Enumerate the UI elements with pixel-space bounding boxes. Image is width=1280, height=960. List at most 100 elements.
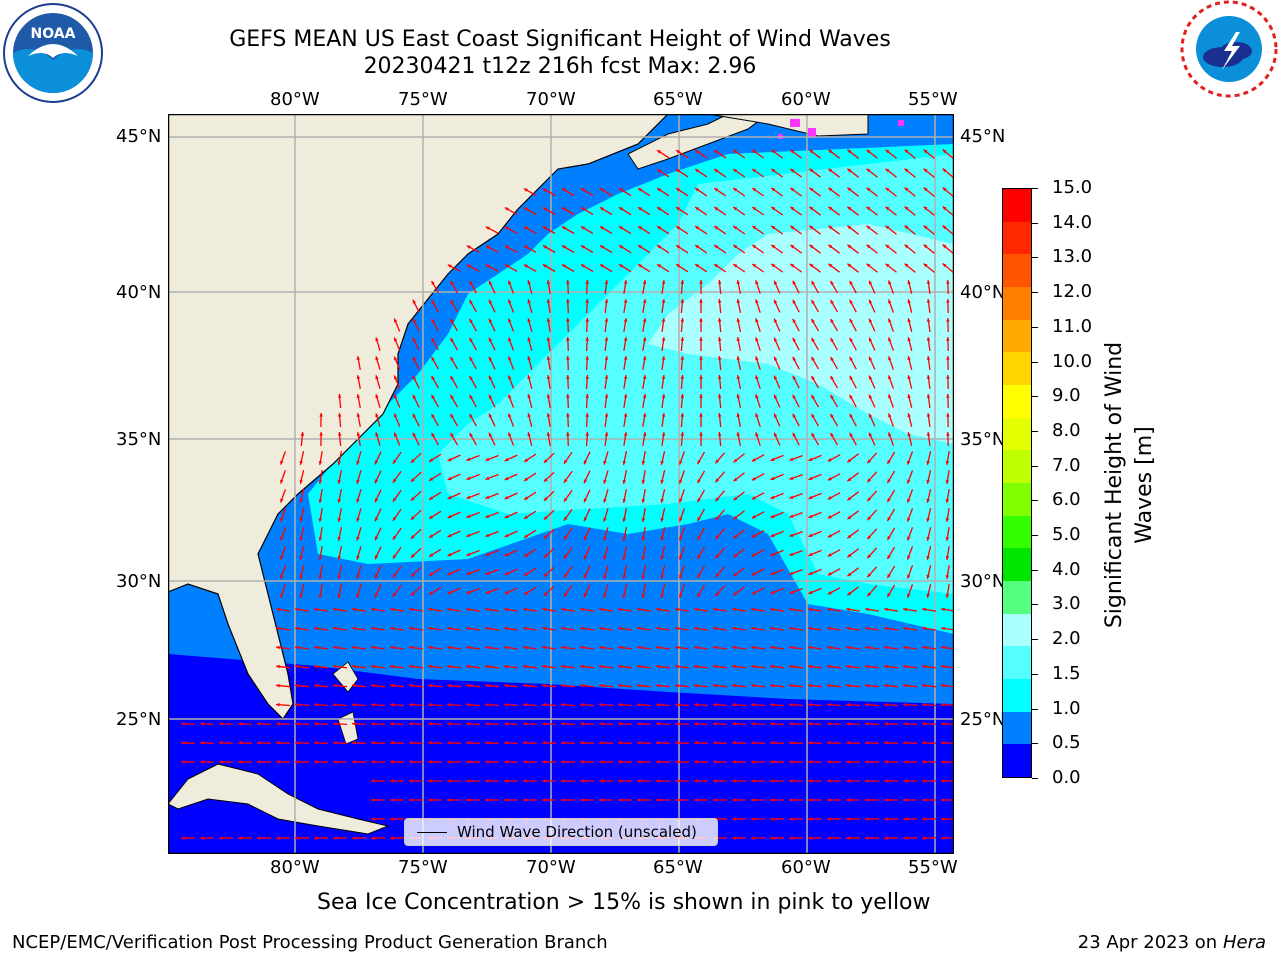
wave-arrowhead [352, 626, 356, 631]
wave-arrowhead [447, 741, 451, 745]
wave-arrowhead [808, 779, 812, 783]
wave-arrowhead [580, 645, 584, 650]
wave-arrowhead [431, 299, 435, 304]
wave-arrowhead [887, 498, 891, 502]
wave-arrowhead [755, 318, 759, 323]
wave-arrowhead [469, 394, 473, 399]
wave-arrowhead [755, 432, 759, 437]
wave-arrowhead [542, 245, 547, 249]
wave-arrowhead [887, 536, 891, 540]
wave-arrowhead [200, 760, 204, 764]
wave-arrowhead [523, 188, 528, 192]
wave-arrowhead [390, 645, 394, 650]
wave-arrowhead [585, 337, 589, 341]
wave-arrowhead [751, 722, 755, 726]
wave-arrowhead [888, 375, 892, 380]
lon-label-top: 75°W [398, 89, 448, 110]
wave-arrowhead [945, 499, 950, 503]
wave-arrowhead [412, 356, 417, 361]
wave-arrowhead [946, 432, 950, 436]
wave-arrowhead [907, 555, 911, 560]
wave-arrowhead [697, 460, 701, 465]
wave-arrowhead [469, 337, 473, 342]
wave-arrowhead [694, 607, 698, 612]
wave-arrowhead [488, 337, 493, 342]
wave-arrowhead [904, 187, 909, 192]
colorbar-tick [1032, 708, 1038, 710]
wave-arrowhead [790, 225, 795, 230]
wave-arrowhead [868, 299, 873, 304]
wave-arrowhead [808, 552, 813, 556]
colorbar-segment [1003, 417, 1031, 451]
wave-arrowhead [941, 607, 945, 612]
wave-arrowhead [524, 515, 529, 519]
wave-arrowhead [641, 480, 646, 484]
wave-arrowhead [523, 207, 528, 211]
wave-arrowhead [713, 607, 717, 612]
wave-arrowhead [695, 188, 700, 192]
wave-arrowhead [694, 626, 698, 631]
wave-arrowhead [508, 375, 512, 380]
wave-arrowhead [808, 664, 812, 669]
wave-arrowhead [619, 245, 623, 249]
wave-arrowhead [371, 760, 375, 764]
wave-arrowhead [561, 779, 565, 783]
wave-arrowhead [770, 476, 775, 480]
wave-arrowhead [867, 554, 872, 559]
colorbar-tick [1032, 257, 1038, 259]
wave-arrowhead [466, 683, 470, 688]
wave-arrowhead [847, 591, 852, 596]
wave-arrowhead [394, 375, 398, 380]
wave-arrowhead [412, 375, 417, 380]
wave-arrowhead [485, 264, 490, 268]
wave-arrowhead [808, 741, 812, 745]
lat-label-left: 35°N [116, 429, 162, 450]
wave-arrowhead [676, 150, 681, 154]
wave-arrowhead [714, 188, 719, 192]
wave-arrowhead [808, 533, 813, 537]
wave-arrowhead [428, 683, 432, 688]
wave-arrowhead [713, 779, 717, 783]
wave-arrowhead [637, 722, 641, 726]
wave-arrowhead [792, 375, 796, 380]
wave-arrowhead [945, 537, 950, 541]
wave-arrowhead [543, 497, 548, 501]
wave-arrowhead [660, 460, 664, 465]
wave-arrowhead [733, 207, 738, 211]
wave-arrowhead [181, 836, 185, 840]
wave-arrowhead [751, 836, 755, 840]
wave-arrowhead [523, 607, 527, 612]
wave-arrowhead [903, 836, 907, 840]
wave-arrowhead [828, 206, 833, 211]
wave-arrowhead [410, 573, 415, 577]
wave-arrowhead [846, 722, 850, 726]
wave-arrowhead [390, 664, 394, 669]
wave-arrowhead [428, 664, 432, 669]
wave-arrowhead [447, 798, 451, 802]
wave-arrowhead [715, 573, 720, 578]
colorbar-segment [1003, 319, 1031, 353]
wave-arrowhead [884, 817, 888, 821]
wave-arrowhead [623, 299, 628, 303]
wave-arrowhead [661, 356, 666, 360]
wave-arrowhead [827, 591, 832, 595]
wave-arrowhead [276, 664, 280, 669]
wave-arrowhead [926, 280, 931, 284]
wave-arrowhead [809, 263, 814, 268]
wave-arrowhead [926, 318, 931, 322]
wave-arrowhead [697, 574, 701, 579]
wave-arrowhead [926, 517, 930, 522]
wave-arrowhead [431, 337, 435, 342]
wave-arrowhead [827, 664, 831, 669]
wave-arrowhead [656, 779, 660, 783]
wave-arrowhead [431, 432, 435, 437]
wave-arrowhead [447, 457, 452, 462]
wave-arrowhead [618, 722, 622, 726]
wave-arrowhead [485, 798, 489, 802]
wave-arrowhead [527, 394, 531, 399]
wave-arrowhead [604, 280, 609, 284]
wave-arrowhead [865, 683, 869, 688]
wave-arrowhead [429, 553, 434, 557]
wave-arrowhead [675, 779, 679, 783]
wave-arrowhead [604, 299, 609, 303]
